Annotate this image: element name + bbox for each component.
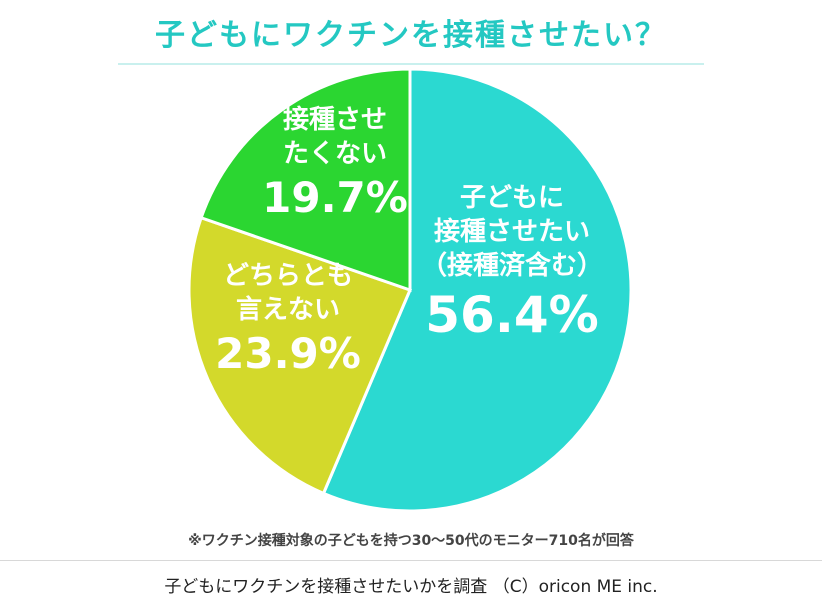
slice-value-label-0: 56.4% <box>425 286 598 344</box>
pie-slice-1 <box>187 215 413 496</box>
slice-label-2-line-1: たくない <box>283 139 387 169</box>
slice-label-0-line-2: （接種済含む） <box>421 250 603 281</box>
slice-value-label-2: 19.7% <box>262 173 408 222</box>
slice-value-label-1: 23.9% <box>215 329 361 378</box>
slice-label-0-line-0: 子どもに <box>460 183 564 213</box>
credit-divider <box>0 560 822 561</box>
survey-footnote: ※ワクチン接種対象の子どもを持つ30～50代のモニター710名が回答 <box>188 533 634 549</box>
title-divider <box>118 63 704 65</box>
slice-label-1-line-1: 言えない <box>236 295 340 325</box>
slice-label-0-line-1: 接種させたい <box>434 217 590 247</box>
chart-title: 子どもにワクチンを接種させたい？ <box>155 18 667 53</box>
pie-slice-0 <box>321 67 633 513</box>
image-credit: 子どもにワクチンを接種させたいかを調査 （C）oricon ME inc. <box>164 577 658 597</box>
slice-label-2-line-0: 接種させ <box>283 105 387 135</box>
slice-label-1-line-0: どちらとも <box>223 261 353 291</box>
pie-slice-2 <box>199 67 412 293</box>
